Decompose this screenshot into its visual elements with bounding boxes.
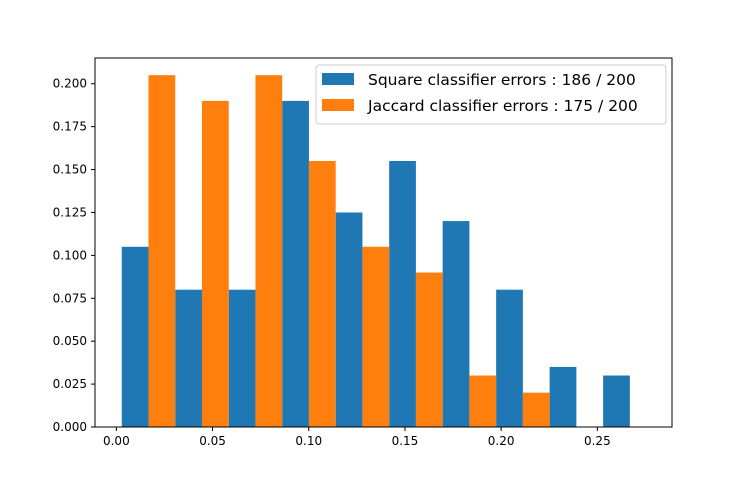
- bar-square-4: [335, 212, 363, 427]
- y-tick-label: 0.025: [53, 377, 87, 391]
- legend: Square classifier errors : 186 / 200 Jac…: [315, 64, 667, 125]
- bar-square-1: [175, 289, 202, 427]
- bar-jaccard-5: [415, 272, 443, 427]
- bar-jaccard-3: [308, 160, 336, 427]
- x-tick-label: 0.20: [488, 434, 515, 448]
- x-tick-label: 0.00: [103, 434, 130, 448]
- bar-square-8: [549, 366, 577, 427]
- x-axis: 0.00 0.05 0.10 0.15 0.20 0.25: [103, 427, 611, 448]
- plot-frame: [94, 57, 673, 428]
- bar-square-0: [121, 246, 149, 427]
- bar-jaccard-1: [201, 100, 229, 427]
- legend-box: [315, 64, 667, 125]
- x-tick-label: 0.10: [295, 434, 322, 448]
- bar-square-6: [442, 221, 470, 427]
- x-tick-label: 0.25: [584, 434, 611, 448]
- y-tick-label: 0.150: [53, 163, 87, 177]
- y-tick-label: 0.200: [53, 77, 87, 91]
- y-tick-label: 0.075: [53, 291, 87, 305]
- y-tick-label: 0.050: [53, 334, 87, 348]
- bar-jaccard-2: [255, 75, 283, 428]
- bars-group: [121, 75, 630, 428]
- bar-jaccard-4: [362, 246, 390, 427]
- bar-square-9: [603, 375, 630, 427]
- legend-swatch-square: [322, 73, 354, 85]
- bar-square-5: [389, 160, 416, 427]
- legend-swatch-jaccard: [322, 99, 354, 111]
- legend-label-square: Square classifier errors : 186 / 200: [368, 71, 636, 89]
- legend-label-jaccard: Jaccard classifier errors : 175 / 200: [367, 97, 638, 115]
- bar-jaccard-6: [469, 375, 497, 427]
- x-tick-label: 0.05: [199, 434, 226, 448]
- bar-jaccard-7: [522, 392, 550, 427]
- bar-square-2: [228, 289, 256, 427]
- x-tick-label: 0.15: [392, 434, 419, 448]
- bar-square-3: [282, 100, 309, 427]
- y-axis: 0.000 0.025 0.050 0.075 0.100 0.125 0.150 0.175…: [53, 77, 95, 434]
- y-tick-label: 0.125: [53, 205, 87, 219]
- bar-square-7: [496, 289, 523, 427]
- y-tick-label: 0.000: [53, 420, 87, 434]
- y-tick-label: 0.175: [53, 120, 87, 134]
- bar-jaccard-0: [148, 75, 176, 428]
- y-tick-label: 0.100: [53, 248, 87, 262]
